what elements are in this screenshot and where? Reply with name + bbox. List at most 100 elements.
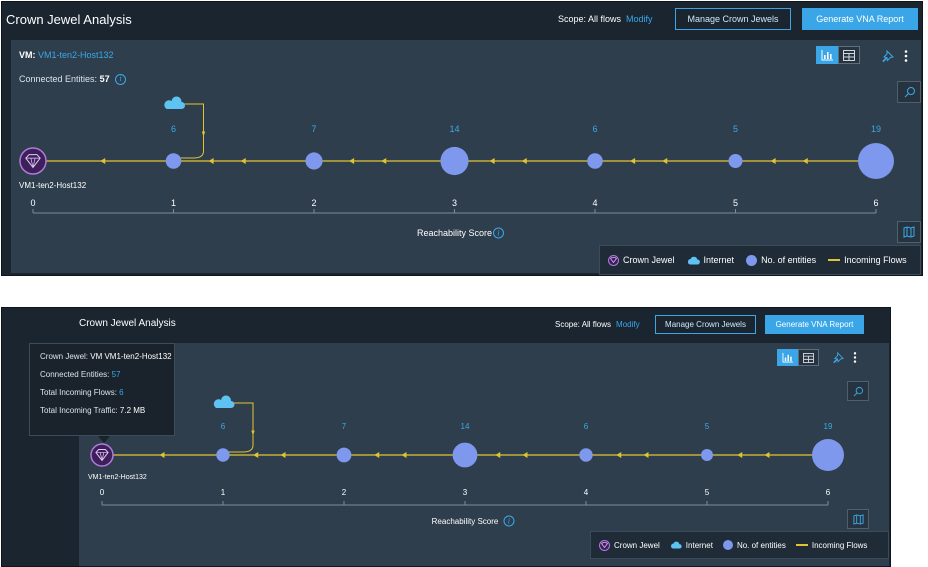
flow-arrow-icon <box>201 131 206 137</box>
pin-icon <box>882 49 894 62</box>
crown-jewel-icon <box>95 449 109 462</box>
tooltip-traffic-label: Total Incoming Traffic: <box>40 406 118 415</box>
pin-button[interactable] <box>881 48 895 64</box>
cloud-icon <box>670 541 682 549</box>
table-view-toggle[interactable] <box>838 46 860 64</box>
generate-vna-report-button[interactable]: Generate VNA Report <box>802 8 918 30</box>
entity-count-label: 5 <box>705 422 710 431</box>
flow-arrow-icon <box>280 452 286 458</box>
entity-count-label: 6 <box>584 422 589 431</box>
flow-arrow-icon <box>662 158 668 164</box>
reachability-chart-svg: 0 1 2 3 4 5 6 Reachability Score i 6 7 14 6 5 19 VM1-te… <box>19 96 894 239</box>
flow-arrow-icon <box>253 452 259 458</box>
legend-internet-label: Internet <box>703 255 735 265</box>
flow-arrow-icon <box>489 158 495 164</box>
chart-view-toggle[interactable] <box>777 349 798 366</box>
bottom-screenshot: Crown Jewel Analysis Scope: All flows Mod… <box>1 307 891 567</box>
legend-entities: No. of entities <box>746 254 816 266</box>
pin-button[interactable] <box>832 350 845 365</box>
x-tick-label: 2 <box>342 488 347 497</box>
entity-count-label: 6 <box>592 124 597 134</box>
flow-arrow-icon <box>802 158 808 164</box>
map-view-button[interactable] <box>847 509 869 529</box>
info-icon <box>503 515 515 527</box>
entity-node <box>336 447 352 463</box>
entity-count-label: 6 <box>171 124 176 134</box>
x-tick-label: 1 <box>221 488 226 497</box>
entity-node <box>701 449 713 461</box>
x-tick-label: 4 <box>584 488 589 497</box>
flow-arrow-icon <box>643 452 649 458</box>
scope-label: Scope: All flows <box>555 320 612 329</box>
generate-vna-report-button[interactable]: Generate VNA Report <box>765 315 864 334</box>
crown-jewel-label: VM1-ten2-Host132 <box>19 181 87 190</box>
internet-flow-connector <box>176 103 204 159</box>
internet-flow-connector <box>226 402 254 453</box>
legend-flows: Incoming Flows <box>828 255 907 265</box>
cloud-icon <box>687 256 700 264</box>
page-title: Crown Jewel Analysis <box>79 318 176 329</box>
manage-crown-jewels-button[interactable]: Manage Crown Jewels <box>655 315 756 334</box>
flow-arrow-icon <box>159 452 165 458</box>
connected-entities: Connected Entities: 57 i <box>19 74 127 86</box>
entity-count-label: 19 <box>824 422 833 431</box>
internet-cloud-icon <box>164 96 185 109</box>
more-options-button[interactable] <box>850 350 859 365</box>
crown-jewel-icon-facets <box>25 157 41 168</box>
legend-crown-jewel: Crown Jewel <box>608 254 675 266</box>
flow-arrow-icon <box>764 452 770 458</box>
flow-arrow-icon <box>374 452 380 458</box>
header-bar: Crown Jewel Analysis Scope: All flows Mod… <box>2 308 890 342</box>
top-screenshot: Crown Jewel Analysis Scope: All flows Mod… <box>1 1 923 276</box>
tooltip-crown-jewel-value: VM VM1-ten2-Host132 <box>90 352 172 361</box>
scope-label: Scope: All flows <box>558 14 622 24</box>
x-tick-label: 5 <box>733 198 738 208</box>
scope-indicator: Scope: All flows Modify <box>555 320 640 329</box>
flow-arrow-icon <box>251 430 255 436</box>
legend: Crown Jewel Internet No. of entities Inc… <box>590 531 889 559</box>
vm-heading: VM: VM1-ten2-Host132 <box>19 50 114 60</box>
entity-node <box>858 143 894 179</box>
table-icon <box>843 49 855 61</box>
reachability-chart: 0 1 2 3 4 5 6 Reachability Score i 6 7 14 6 5 19 VM1-te… <box>11 40 921 240</box>
info-icon-glyph: i <box>508 518 510 526</box>
legend: Crown Jewel Internet No. of entities Inc… <box>599 245 921 275</box>
info-icon[interactable]: i <box>115 74 127 86</box>
x-tick-label: 3 <box>452 198 457 208</box>
chart-view-toggle[interactable] <box>816 46 838 64</box>
legend-crown-jewel-label: Crown Jewel <box>614 540 660 550</box>
table-view-toggle[interactable] <box>798 349 819 366</box>
entity-node <box>440 146 469 176</box>
connected-label: Connected Entities: <box>19 74 98 84</box>
internet-cloud-icon <box>213 395 235 408</box>
legend-internet-label: Internet <box>685 540 713 550</box>
flow-line-icon <box>828 259 841 261</box>
x-tick-label: 1 <box>171 198 176 208</box>
flow-arrow-icon <box>240 158 246 164</box>
x-tick-label: 3 <box>463 488 468 497</box>
legend-entities-label: No. of entities <box>736 540 786 550</box>
tooltip-connected: Connected Entities: 57 <box>40 370 164 379</box>
tooltip-flows-label: Total Incoming Flows: <box>40 388 117 397</box>
map-view-button[interactable] <box>897 221 921 243</box>
x-tick-label: 6 <box>873 198 878 208</box>
modify-link[interactable]: Modify <box>626 14 653 24</box>
manage-crown-jewels-button[interactable]: Manage Crown Jewels <box>675 8 791 30</box>
crown-jewel-icon <box>599 539 610 551</box>
vm-name-link[interactable]: VM1-ten2-Host132 <box>38 50 114 60</box>
modify-link[interactable]: Modify <box>616 320 640 329</box>
x-tick-label: 4 <box>592 198 597 208</box>
zoom-search-button[interactable] <box>897 81 921 103</box>
entities-dot-icon <box>746 254 758 266</box>
zoom-search-button[interactable] <box>847 381 869 401</box>
flow-line-icon <box>795 544 808 546</box>
entity-node <box>305 152 323 170</box>
more-options-button[interactable] <box>901 48 911 64</box>
info-icon-glyph: i <box>497 230 499 238</box>
zoom-search-icon <box>904 87 915 98</box>
legend-entities: No. of entities <box>722 540 786 550</box>
connected-count: 57 <box>99 74 110 84</box>
map-icon <box>903 226 915 238</box>
flow-arrow-icon <box>349 158 355 164</box>
flow-arrow-icon <box>401 452 407 458</box>
